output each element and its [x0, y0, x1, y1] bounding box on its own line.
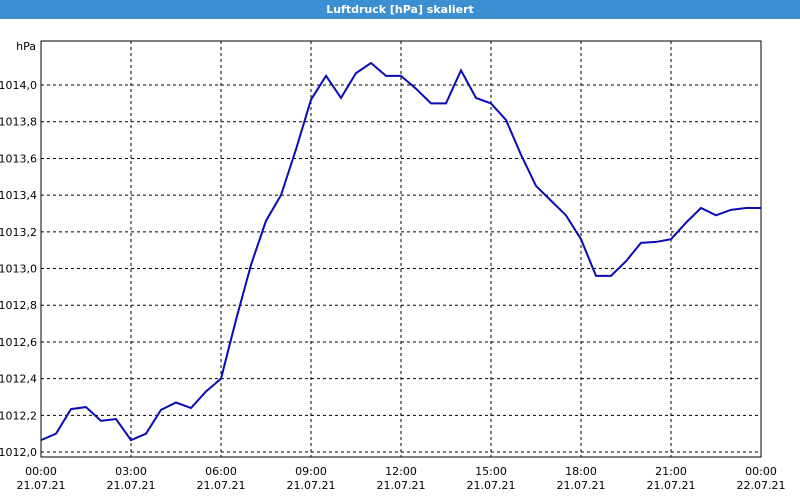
- y-tick-label: 1012,4: [0, 373, 37, 386]
- x-tick-label: 12:00 21.07.21: [377, 465, 426, 492]
- x-tick-label: 09:00 21.07.21: [287, 465, 336, 492]
- data-line: [40, 61, 761, 442]
- y-tick-label: 1014,0: [0, 79, 37, 92]
- y-tick-label: 1012,2: [0, 409, 37, 422]
- x-tick-label: 00:00 22.07.21: [737, 465, 786, 492]
- title-bar: [0, 0, 800, 19]
- plot-frame: [40, 40, 762, 458]
- y-tick-label: 1013,4: [0, 189, 37, 202]
- x-tick-label: 21:00 21.07.21: [647, 465, 696, 492]
- y-tick-label: 1012,8: [0, 299, 37, 312]
- y-tick-label: 1012,6: [0, 336, 37, 349]
- x-tick-label: 06:00 21.07.21: [197, 465, 246, 492]
- x-tick-label: 15:00 21.07.21: [467, 465, 516, 492]
- x-tick-label: 18:00 21.07.21: [557, 465, 606, 492]
- chart-title: Luftdruck [hPa] skaliert: [326, 3, 474, 16]
- x-tick-label: 03:00 21.07.21: [107, 465, 156, 492]
- y-tick-label: 1013,2: [0, 226, 37, 239]
- y-tick-label: 1013,0: [0, 263, 37, 276]
- y-tick-label: 1013,8: [0, 116, 37, 129]
- y-axis-label: hPa: [16, 40, 36, 53]
- y-tick-label: 1013,6: [0, 152, 37, 165]
- y-tick-label: 1012,0: [0, 446, 37, 459]
- x-tick-label: 00:00 21.07.21: [17, 465, 66, 492]
